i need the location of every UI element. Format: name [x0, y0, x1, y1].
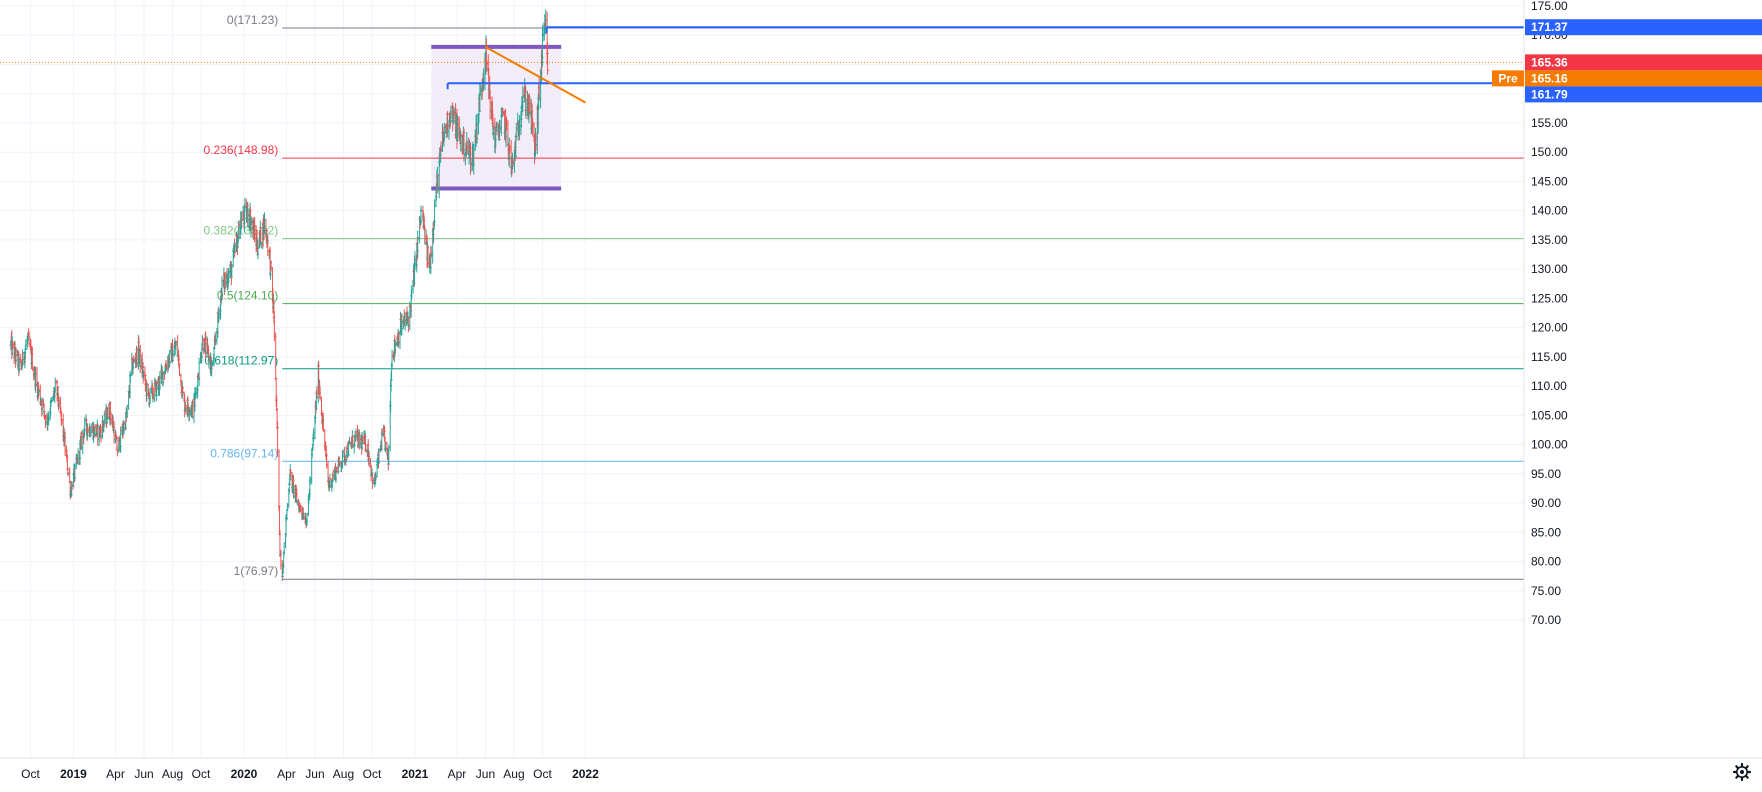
time-tick-label: Jun — [134, 767, 153, 781]
price-tick-label: 115.00 — [1531, 350, 1567, 364]
price-tag: 161.79 — [1525, 86, 1762, 103]
time-tick-label: 2019 — [60, 767, 87, 781]
price-tick-label: 135.00 — [1531, 233, 1568, 247]
fib-level-label: 0.5(124.10) — [217, 289, 278, 303]
ohlc-bars — [9, 9, 550, 581]
time-tick-label: Apr — [448, 767, 467, 781]
price-tag-label: 171.37 — [1531, 20, 1568, 34]
time-tick-label: Apr — [277, 767, 296, 781]
grid — [0, 0, 1524, 758]
pre-market-badge-label: Pre — [1498, 71, 1518, 85]
price-tag-bg — [1525, 70, 1762, 87]
price-tags: 171.37 165.36 165.16 Pre 161.79 — [1492, 19, 1762, 103]
time-tick-label: Jun — [476, 767, 495, 781]
price-tick-label: 175.00 — [1531, 0, 1568, 13]
time-tick-label: Jun — [305, 767, 324, 781]
price-tick-label: 90.00 — [1531, 496, 1561, 510]
price-tick-label: 155.00 — [1531, 116, 1568, 130]
price-tag-label: 165.36 — [1531, 55, 1568, 69]
time-tick-label: Oct — [192, 767, 211, 781]
price-tick-label: 70.00 — [1531, 613, 1561, 627]
price-tag-label: 161.79 — [1531, 87, 1568, 101]
price-tick-label: 150.00 — [1531, 145, 1568, 159]
price-tag-bg — [1525, 86, 1762, 103]
time-tick-label: Oct — [21, 767, 40, 781]
price-tick-label: 100.00 — [1531, 438, 1568, 452]
time-tick-label: Aug — [503, 767, 524, 781]
fib-level-label: 1(76.97) — [234, 564, 279, 578]
price-tick-label: 125.00 — [1531, 291, 1568, 305]
price-tick-label: 140.00 — [1531, 204, 1568, 218]
time-tick-label: 2020 — [231, 767, 258, 781]
price-tag: 171.37 — [1525, 19, 1762, 36]
fibonacci-retracement[interactable]: 0(171.23)0.236(148.98)0.382(135.22)0.5(1… — [204, 13, 1524, 580]
price-tick-label: 120.00 — [1531, 321, 1568, 335]
time-tick-label: Oct — [533, 767, 552, 781]
drawings[interactable] — [0, 26, 1524, 104]
price-tag-bg — [1525, 19, 1762, 36]
price-tick-label: 145.00 — [1531, 174, 1568, 188]
ohlc-bar — [546, 42, 550, 75]
time-tick-label: 2021 — [402, 767, 429, 781]
price-tag-label: 165.16 — [1531, 71, 1568, 85]
price-tick-label: 105.00 — [1531, 408, 1568, 422]
time-tick-label: 2022 — [572, 767, 599, 781]
price-tag-bg — [1525, 54, 1762, 71]
time-tick-label: Aug — [162, 767, 183, 781]
price-tick-label: 110.00 — [1531, 379, 1567, 393]
price-tag: 165.36 — [1525, 54, 1762, 71]
fib-level-label: 0(171.23) — [227, 13, 278, 27]
price-tag: 165.16 Pre — [1492, 70, 1762, 87]
fib-level-label: 0.618(112.97) — [204, 354, 278, 368]
price-tick-label: 85.00 — [1531, 525, 1561, 539]
time-tick-label: Apr — [106, 767, 125, 781]
price-tick-label: 95.00 — [1531, 467, 1561, 481]
gear-icon[interactable] — [1732, 762, 1752, 782]
fib-level-label: 0.236(148.98) — [204, 143, 279, 157]
fib-level-label: 0.786(97.14) — [210, 446, 278, 460]
trend-line[interactable] — [484, 46, 586, 104]
pre-market-badge — [1492, 70, 1524, 87]
price-tick-label: 80.00 — [1531, 555, 1561, 569]
price-tick-label: 130.00 — [1531, 262, 1568, 276]
time-tick-label: Aug — [333, 767, 354, 781]
time-tick-label: Oct — [363, 767, 382, 781]
price-tick-label: 75.00 — [1531, 584, 1561, 598]
